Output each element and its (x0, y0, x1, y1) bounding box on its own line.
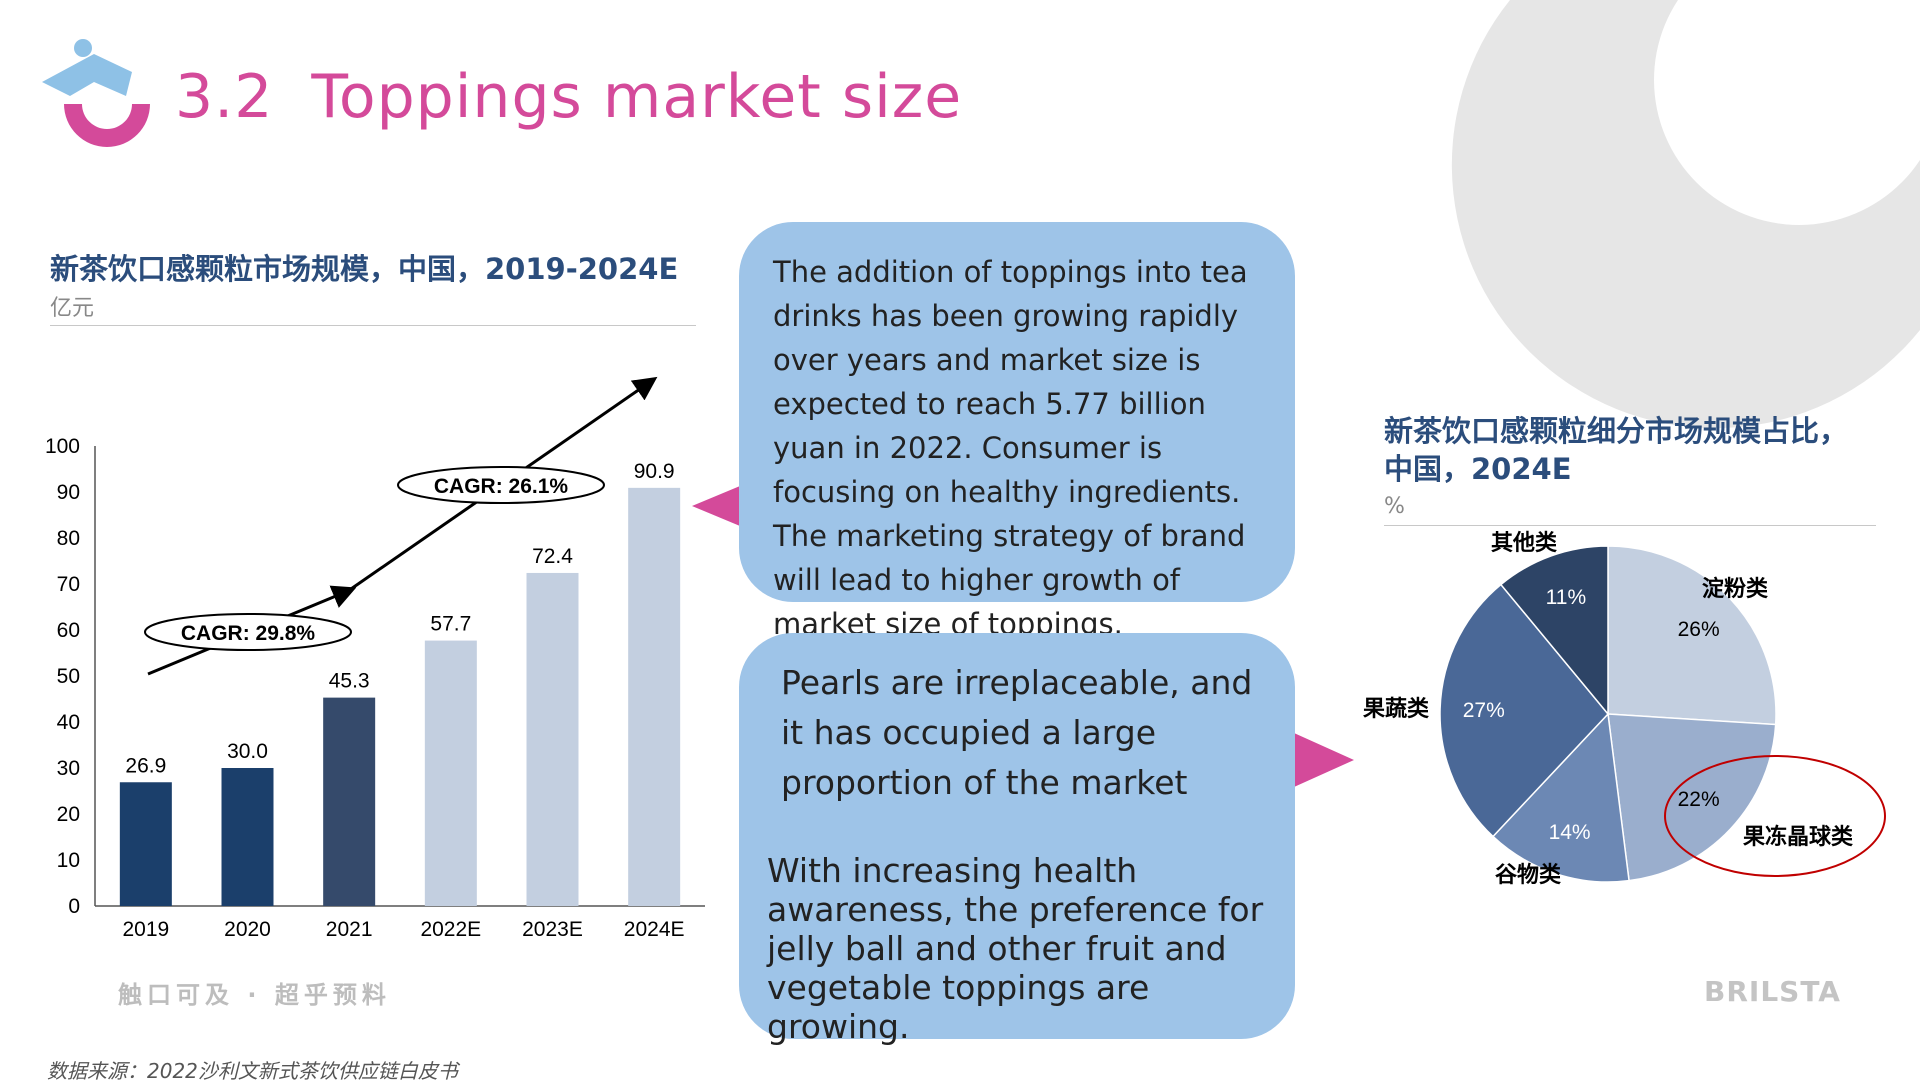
svg-text:CAGR: 29.8%: CAGR: 29.8% (181, 622, 316, 645)
slice-category-label: 谷物类 (1495, 862, 1562, 888)
pie-chart: 26% 淀粉类 22% 果冻晶球类 14% 谷物类 27% 果蔬类 11% 其他类 (1363, 531, 1886, 888)
y-tick-label: 20 (57, 803, 80, 826)
bar-value-label: 45.3 (329, 670, 370, 693)
y-tick-label: 30 (57, 757, 80, 780)
page-title: 3.2 Toppings market size (175, 62, 963, 132)
callout-2-text-2: With increasing health awareness, the pr… (767, 851, 1264, 1046)
bar-value-label: 90.9 (634, 460, 675, 483)
bar-chart-title: 新茶饮口感颗粒市场规模，中国，2019-2024E (50, 252, 679, 286)
slice-category-label: 淀粉类 (1702, 576, 1769, 602)
pie-slice (1607, 545, 1777, 726)
bar (323, 697, 376, 906)
y-tick-label: 0 (68, 895, 80, 918)
slice-value-label: 14% (1549, 821, 1591, 844)
bar (119, 782, 172, 906)
y-tick-label: 10 (57, 849, 80, 872)
pie-slice (1491, 712, 1630, 883)
y-tick-label: 50 (57, 665, 80, 688)
y-tick-label: 70 (57, 573, 80, 596)
x-tick-label: 2024E (624, 918, 685, 941)
pie-title-line-1: 新茶饮口感颗粒细分市场规模占比， (1384, 414, 1849, 448)
slice-value-label: 22% (1678, 788, 1720, 811)
callout-market-growth: The addition of toppings into tea drinks… (739, 222, 1295, 641)
highlight-circle (1664, 755, 1886, 877)
y-tick-label: 90 (57, 481, 80, 504)
x-tick-label: 2021 (326, 918, 373, 941)
brand-wordmark: BRILSTA (1704, 975, 1841, 1008)
cagr-label-1: CAGR: 29.8% (144, 613, 352, 651)
slice-value-label: 27% (1463, 699, 1505, 722)
source-note: 数据来源：2022沙利文新式茶饮供应链白皮书 (47, 1059, 458, 1083)
bar-value-label: 30.0 (227, 740, 268, 763)
pie-chart-unit: % (1384, 494, 1405, 519)
y-tick-label: 60 (57, 619, 80, 642)
x-tick-label: 2022E (420, 918, 481, 941)
bar (628, 487, 681, 906)
slice-category-label: 其他类 (1491, 531, 1558, 556)
pie-slice (1607, 713, 1777, 882)
slice-category-label: 果冻晶球类 (1743, 824, 1854, 850)
bar-chart: CAGR: 29.8% CAGR: 26.1% 0 10 20 30 40 50 60 70 8… (45, 376, 705, 941)
svg-text:CAGR: 26.1%: CAGR: 26.1% (434, 475, 569, 498)
y-tick-label: 80 (57, 527, 80, 550)
divider (50, 325, 696, 326)
callout-segments: Pearls are irreplaceable, and it has occ… (739, 633, 1295, 1046)
y-tick-label: 40 (57, 711, 80, 734)
slice-value-label: 11% (1546, 586, 1586, 609)
callout-2-text-1: Pearls are irreplaceable, and it has occ… (781, 663, 1253, 802)
pie-chart-title: 新茶饮口感颗粒细分市场规模占比， 中国，2024E (1384, 412, 1848, 488)
bar-value-label: 72.4 (532, 545, 573, 568)
pie-title-line-2: 中国，2024E (1384, 452, 1572, 486)
x-tick-label: 2023E (522, 918, 583, 941)
pie-slice (1499, 545, 1609, 717)
callout-1-text: The addition of toppings into tea drinks… (773, 255, 1248, 641)
bar-chart-unit: 亿元 (50, 296, 95, 321)
pointer-left-icon (692, 486, 740, 526)
x-tick-label: 2020 (224, 918, 271, 941)
y-tick-label: 100 (45, 435, 80, 458)
bar (221, 768, 274, 906)
slice-category-label: 果蔬类 (1363, 697, 1430, 722)
cagr-label-2: CAGR: 26.1% (397, 466, 605, 504)
bar (526, 572, 579, 906)
bar-value-label: 26.9 (125, 754, 166, 777)
brand-logo-icon (42, 39, 150, 147)
watermark-text: 触口可及 · 超乎预料 (118, 981, 391, 1009)
bar (424, 640, 477, 906)
pie-slice (1439, 583, 1609, 838)
x-tick-label: 2019 (122, 918, 169, 941)
bar-value-label: 57.7 (430, 613, 471, 636)
slice-value-label: 26% (1678, 618, 1720, 641)
pointer-right-icon (1294, 733, 1354, 787)
divider (1384, 525, 1876, 526)
